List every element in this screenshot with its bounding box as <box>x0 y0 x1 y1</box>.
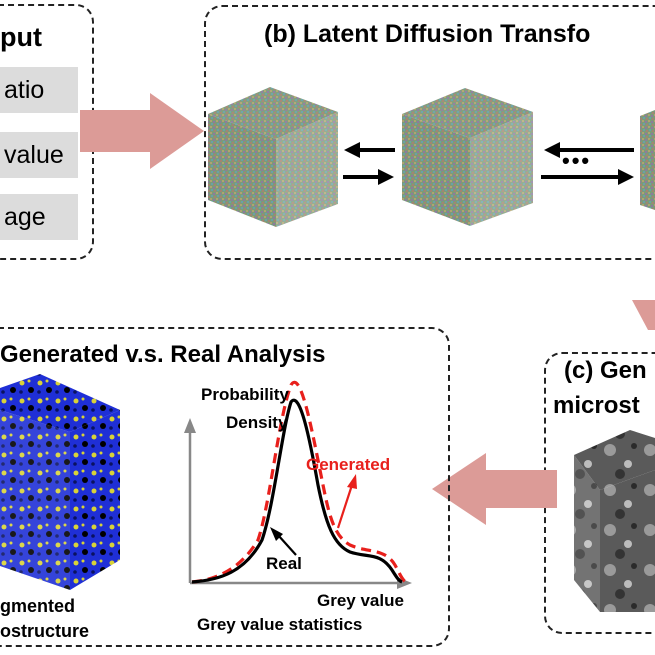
input-item-ratio: atio <box>0 67 78 113</box>
diffusion-ellipsis: ••• <box>562 148 592 173</box>
input-panel-title: put <box>0 22 42 52</box>
input-item-label: value <box>4 140 64 169</box>
input-item-age: age <box>0 194 78 240</box>
diffusion-panel-title: (b) Latent Diffusion Transfo <box>264 20 591 48</box>
real-annotation-arrow <box>277 534 297 556</box>
generated-annotation-arrow <box>336 484 354 529</box>
input-item-grey-value: value <box>0 132 78 178</box>
input-item-label: age <box>4 202 46 231</box>
diffusion-panel <box>204 5 655 260</box>
chart-caption: Grey value statistics <box>197 615 363 634</box>
series-real-line <box>191 398 403 584</box>
generated-panel-title-line2: microst <box>553 392 640 419</box>
generated-panel-title-line1: (c) Gen <box>564 357 647 384</box>
series-generated-line <box>191 380 407 584</box>
segmented-cube-label-line2: ostructure <box>0 621 90 641</box>
chart-xlabel: Grey value <box>317 591 404 610</box>
chart-ylabel-line2: Density <box>226 413 288 432</box>
input-item-label: atio <box>4 75 45 104</box>
analysis-panel-title: Generated v.s. Real Analysis <box>0 341 326 368</box>
series-generated-label: Generated <box>306 455 391 474</box>
series-real-label: Real <box>266 554 302 573</box>
analysis-panel <box>0 327 450 647</box>
chart-ylabel-line1: Probability <box>201 385 289 404</box>
chart-y-axis-arrow <box>184 418 196 433</box>
segmented-cube-label-line1: gmented <box>0 596 76 616</box>
